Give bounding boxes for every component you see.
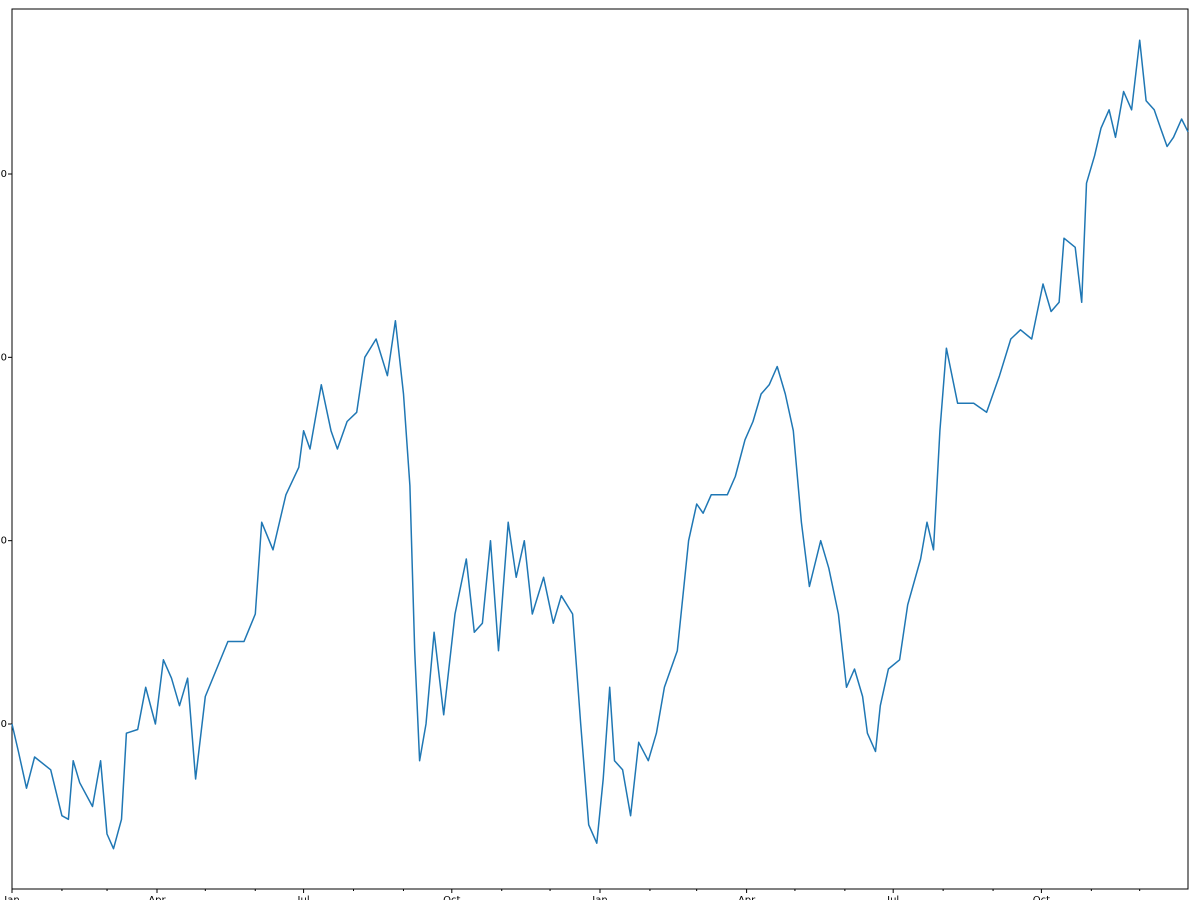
y-tick-label: 0 xyxy=(1,352,7,363)
x-tick-label: Oct xyxy=(1033,895,1050,900)
y-axis-ticks: 0 0 0 0 xyxy=(1,169,12,730)
x-tick-label: Jul xyxy=(297,895,310,900)
plot-frame xyxy=(11,8,1189,890)
x-tick-label: Apr xyxy=(738,895,756,900)
y-tick-label: 0 xyxy=(1,536,7,547)
x-tick-label: Jan xyxy=(3,895,19,900)
series-line xyxy=(11,39,1189,850)
y-tick-label: 0 xyxy=(1,169,7,180)
x-axis-ticks: Jan Apr Jul Oct Jan Apr Jul Oct xyxy=(3,889,1141,900)
y-tick-label: 0 xyxy=(1,719,7,730)
x-tick-label: Oct xyxy=(443,895,460,900)
x-tick-label: Jan xyxy=(591,895,607,900)
series-layer xyxy=(11,39,1189,850)
x-tick-label: Apr xyxy=(148,895,166,900)
x-tick-label: Jul xyxy=(886,895,899,900)
axes-frame xyxy=(11,8,1189,890)
